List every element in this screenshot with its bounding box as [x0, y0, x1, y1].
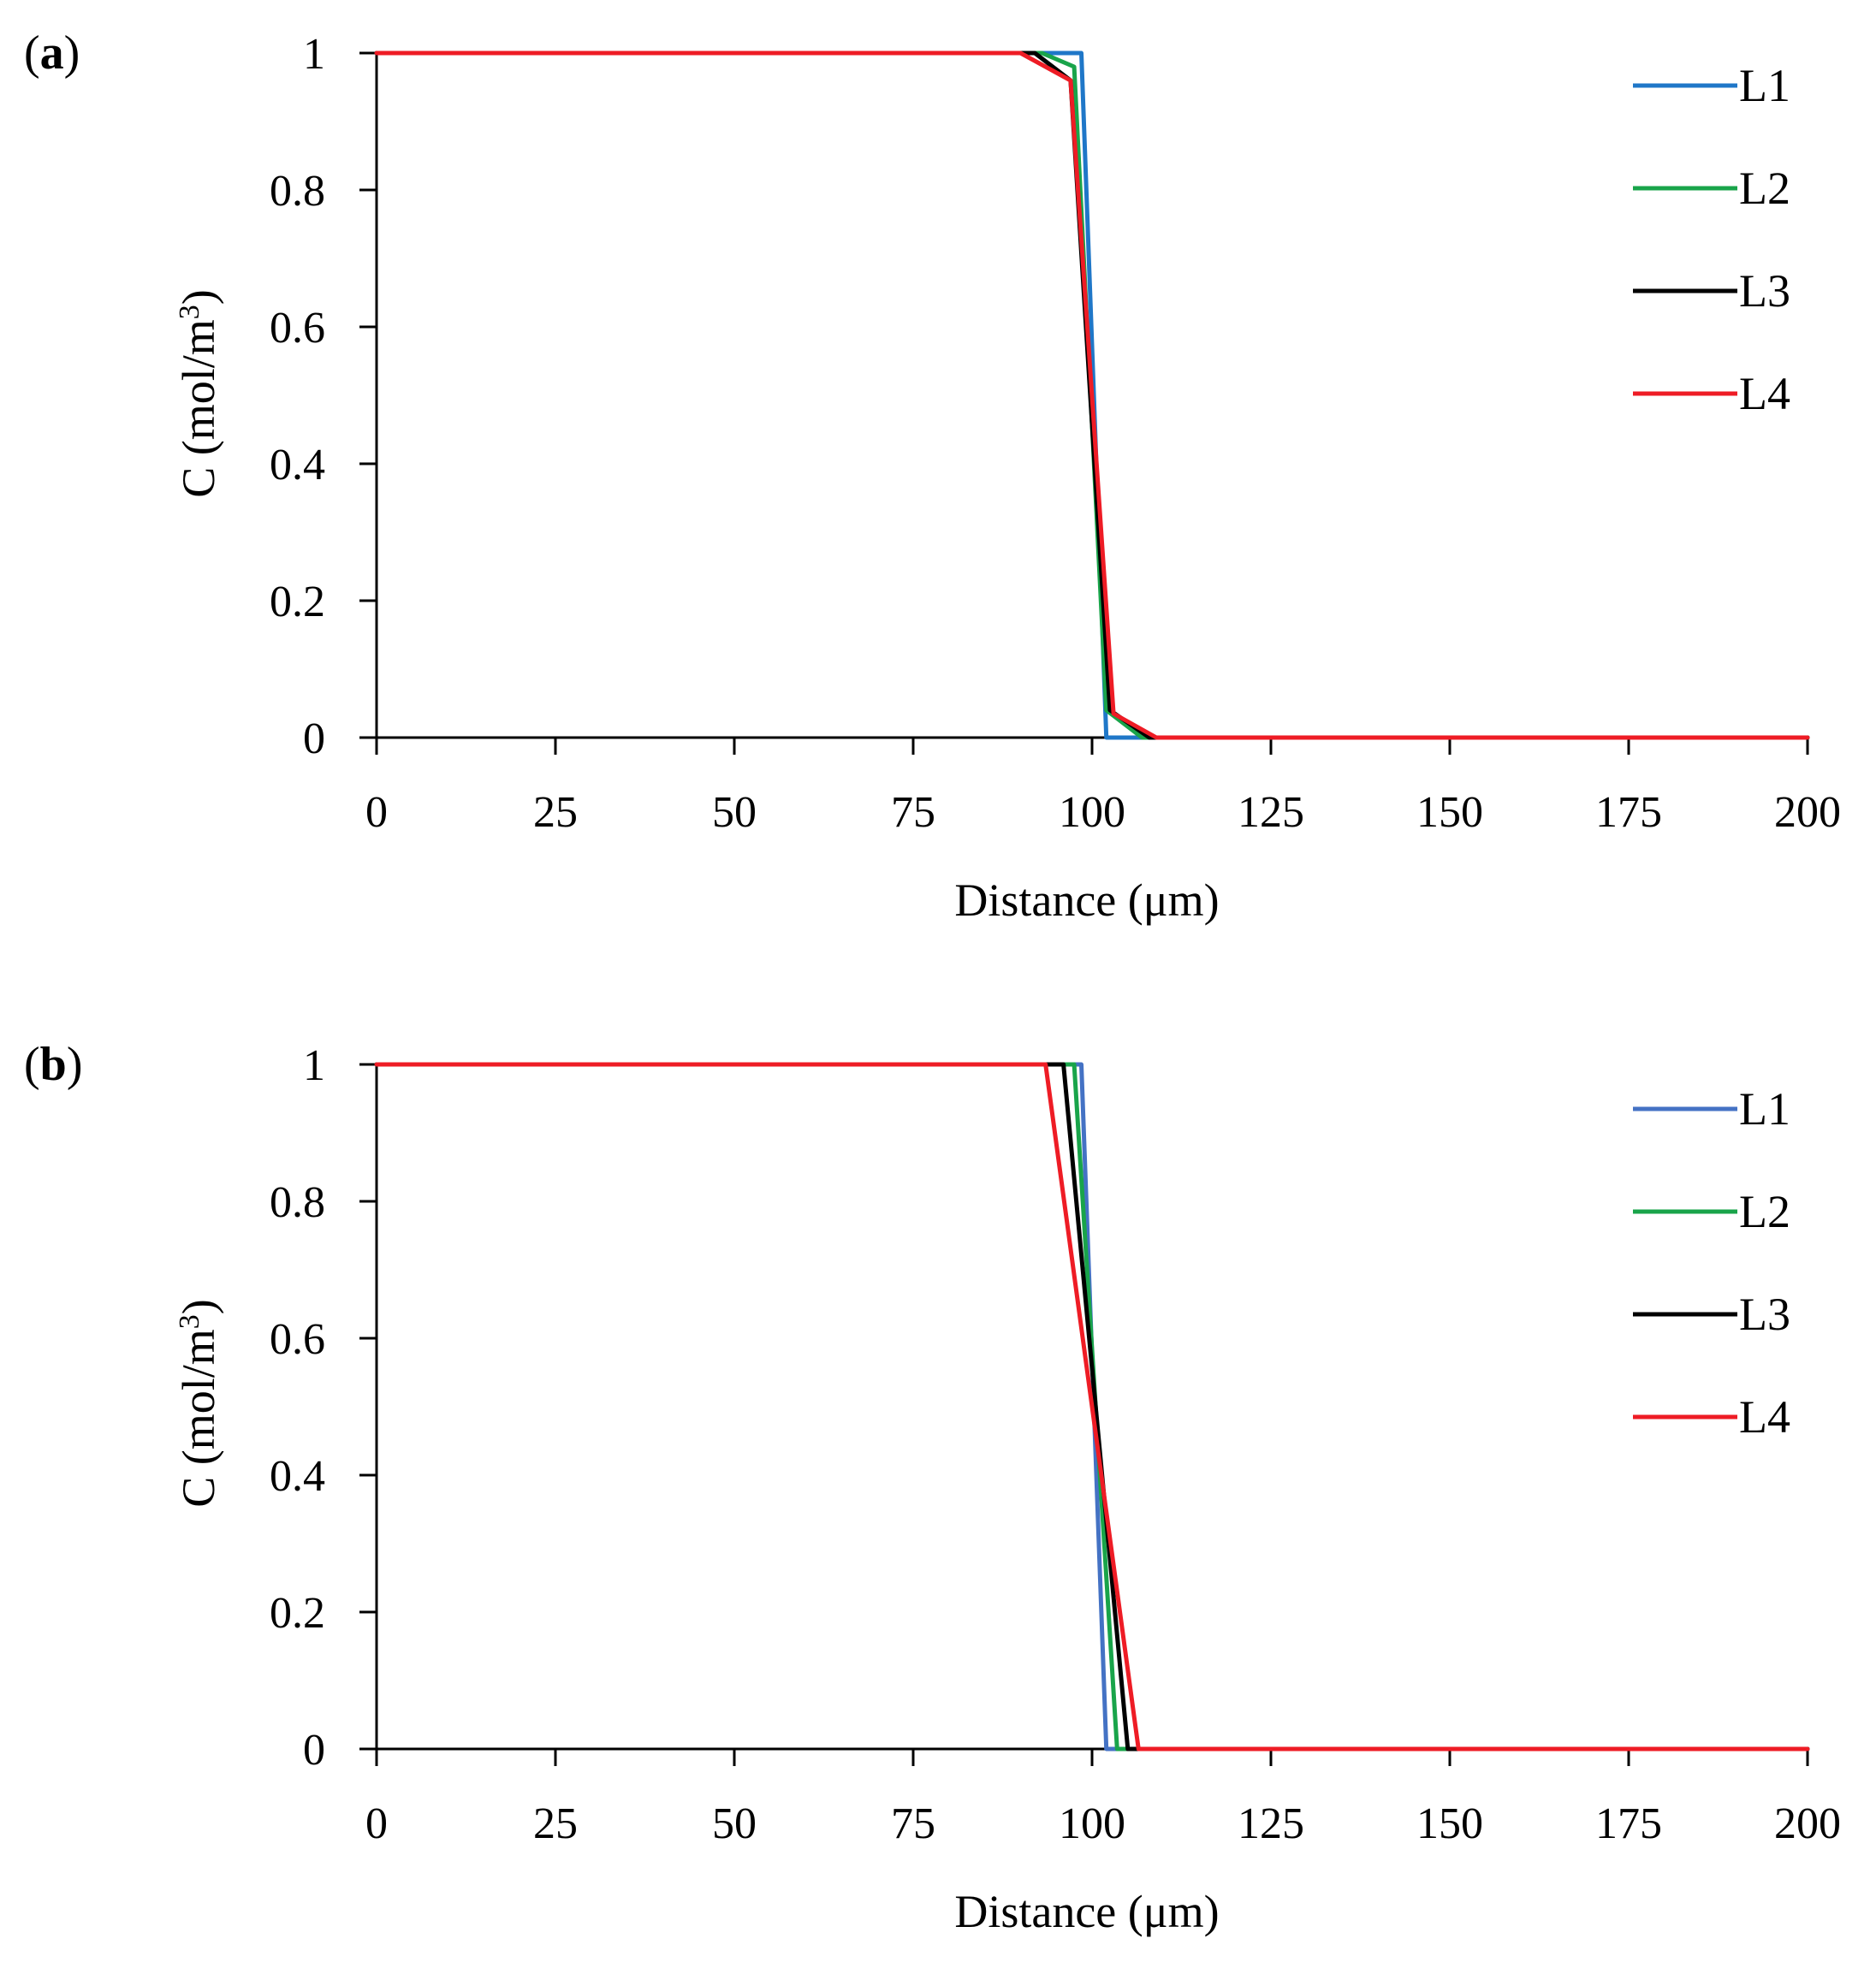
panel-b-label: (b) — [24, 1038, 82, 1091]
panel-b-axes: 0 0.2 0.4 0.6 0.8 1 0 25 50 75 100 125 150 175 200 — [270, 1041, 1841, 1848]
panel-a-x-tick-label: 200 — [1774, 788, 1841, 837]
panel-a-legend-label-l4: L4 — [1739, 368, 1790, 419]
panel-b-x-tick-label: 50 — [712, 1799, 757, 1848]
panel-a-series — [374, 50, 1810, 740]
panel-b-series — [374, 1062, 1810, 1752]
panel-a-x-tick-label: 50 — [712, 788, 757, 837]
panel-a-y-tick-label: 0.6 — [270, 304, 325, 353]
panel-a-legend: L1 L2 L3 L4 — [1633, 60, 1790, 419]
panel-a-y-tick-label: 0.4 — [270, 441, 325, 489]
panel-a-x-axis-title: Distance (μm) — [954, 874, 1219, 926]
panel-b-legend: L1 L2 L3 L4 — [1633, 1083, 1790, 1443]
panel-b-x-axis-title: Distance (μm) — [954, 1886, 1219, 1937]
panel-b-y-tick-label: 0.2 — [270, 1589, 325, 1638]
panel-a-legend-label-l3: L3 — [1739, 265, 1790, 317]
panel-b-x-tick-label: 25 — [533, 1799, 578, 1848]
panel-a-y-tick-label: 0.2 — [270, 578, 325, 626]
panel-b-legend-label-l2: L2 — [1739, 1186, 1790, 1237]
panel-a-label: (a) — [24, 27, 80, 80]
panel-b-legend-label-l1: L1 — [1739, 1083, 1790, 1135]
panel-b-x-tick-label: 175 — [1595, 1799, 1662, 1848]
panel-a-x-tick-label: 0 — [365, 788, 388, 837]
panel-b-y-tick-label: 0 — [303, 1726, 325, 1775]
panel-a-axes: 0 0.2 0.4 0.6 0.8 1 0 25 50 75 100 125 150 175 200 — [270, 30, 1841, 837]
panel-b-x-tick-label: 75 — [891, 1799, 935, 1848]
panel-b-x-tick-label: 100 — [1059, 1799, 1125, 1848]
panel-b-y-tick-label: 1 — [303, 1041, 325, 1090]
panel-b-series-l4 — [374, 1062, 1810, 1752]
panel-a-x-tick-label: 150 — [1416, 788, 1483, 837]
panel-a-x-tick-label: 75 — [891, 788, 935, 837]
panel-b-x-tick-label: 200 — [1774, 1799, 1841, 1848]
panel-a-legend-label-l1: L1 — [1739, 60, 1790, 111]
panel-b-chart: (b) C (mol/m3) Distance (μm) 00.20.40.60… — [24, 1038, 1841, 1937]
panel-b-legend-label-l3: L3 — [1739, 1289, 1790, 1340]
panel-a-y-axis-title: C (mol/m3) — [173, 289, 224, 498]
panel-a-x-tick-label: 25 — [533, 788, 578, 837]
panel-b-legend-label-l4: L4 — [1739, 1391, 1790, 1443]
panel-b-x-tick-label: 0 — [365, 1799, 388, 1848]
panel-b-x-tick-label: 150 — [1416, 1799, 1483, 1848]
panel-b-y-tick-label: 0.8 — [270, 1178, 325, 1227]
panel-b-y-tick-label: 0.6 — [270, 1315, 325, 1364]
panel-b-x-tick-label: 125 — [1238, 1799, 1304, 1848]
panel-a-x-tick-label: 175 — [1595, 788, 1662, 837]
panel-a-chart: (a) C (mol/m3) Distance (μm) 00.20.40.60… — [24, 27, 1841, 926]
panel-a-legend-label-l2: L2 — [1739, 163, 1790, 214]
panel-b-y-tick-label: 0.4 — [270, 1452, 325, 1501]
panel-a-series-l4 — [374, 50, 1810, 740]
panel-a-x-tick-label: 125 — [1238, 788, 1304, 837]
panel-a-y-tick-label: 0 — [303, 714, 325, 763]
panel-a-y-tick-label: 0.8 — [270, 167, 325, 216]
panel-a-x-tick-label: 100 — [1059, 788, 1125, 837]
panel-a-y-tick-label: 1 — [303, 30, 325, 79]
panel-b-y-axis-title: C (mol/m3) — [173, 1299, 224, 1508]
